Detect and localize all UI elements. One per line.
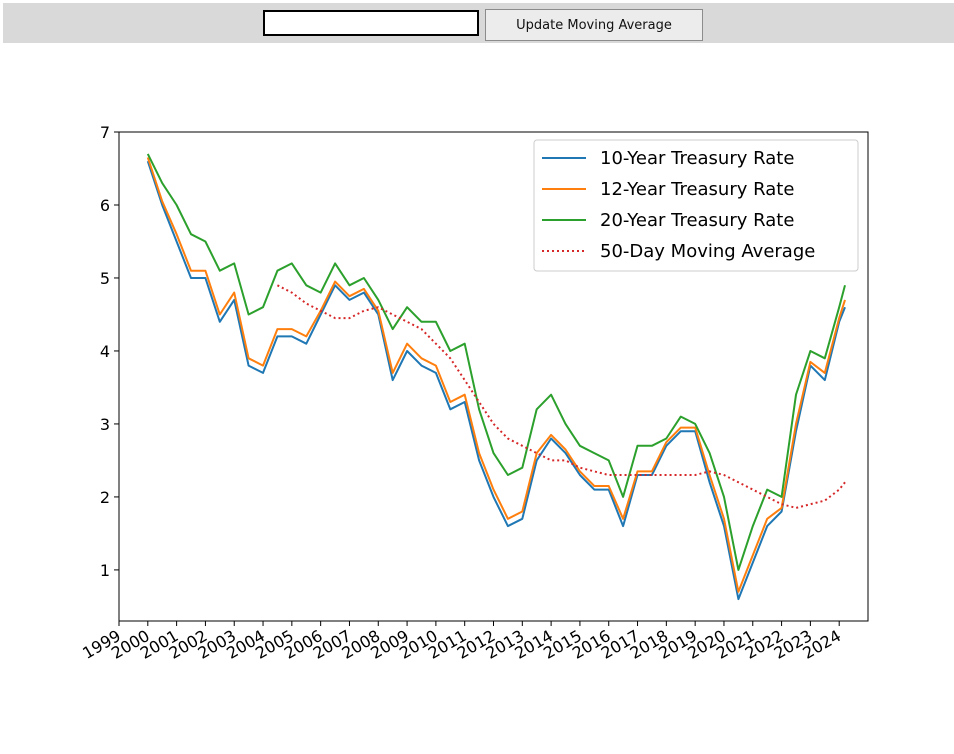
update-moving-average-button[interactable]: Update Moving Average — [485, 9, 703, 41]
legend-box — [533, 139, 859, 272]
y-axis: 1 2 3 4 5 6 7 — [100, 123, 119, 580]
moving-average-input[interactable] — [263, 10, 479, 36]
x-axis: 1999200020012002200320042005200620072008… — [79, 621, 844, 663]
legend: 10-Year Treasury Rate 12-Year Treasury Ra… — [533, 139, 859, 272]
y-tick-label: 6 — [100, 196, 110, 215]
legend-label-1: 10-Year Treasury Rate — [600, 148, 794, 169]
legend-label-4: 50-Day Moving Average — [600, 241, 815, 262]
y-tick-label: 5 — [100, 269, 110, 288]
series-line-2 — [146, 157, 846, 593]
y-tick-label: 2 — [100, 488, 110, 507]
legend-label-2: 12-Year Treasury Rate — [600, 179, 794, 200]
series-line-1 — [146, 160, 846, 601]
y-tick-label: 1 — [100, 561, 110, 580]
series-layer — [146, 153, 846, 601]
y-tick-label: 4 — [100, 342, 110, 361]
y-tick-label: 3 — [100, 415, 110, 434]
legend-label-3: 20-Year Treasury Rate — [600, 210, 794, 231]
series-line-3 — [146, 153, 846, 571]
y-tick-label: 7 — [100, 123, 110, 142]
